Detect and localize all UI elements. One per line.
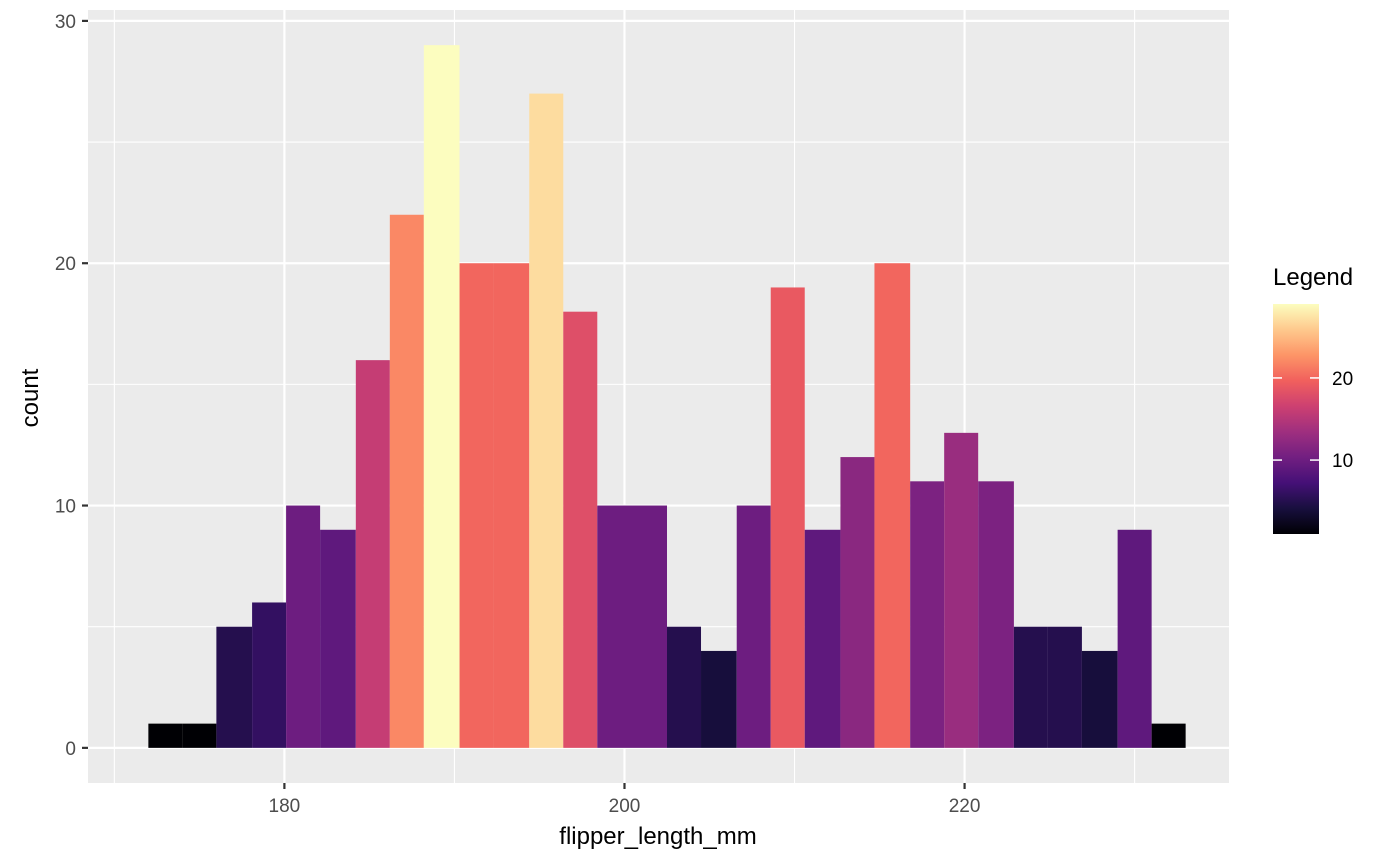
x-tick-label: 220 — [949, 796, 981, 817]
x-axis-title: flipper_length_mm — [559, 823, 756, 850]
y-tick-label: 20 — [55, 254, 76, 275]
y-tick-label: 30 — [55, 12, 76, 33]
y-tick-label: 10 — [55, 497, 76, 518]
histogram-bar — [182, 723, 217, 748]
histogram-bar — [1117, 529, 1152, 748]
bars — [148, 45, 1186, 748]
histogram-bar — [736, 505, 771, 748]
histogram-bar — [701, 650, 737, 748]
histogram-bar — [389, 214, 424, 748]
histogram-bar — [286, 505, 321, 748]
histogram-bar — [252, 602, 287, 748]
legend-label: 20 — [1332, 369, 1353, 390]
histogram-bar — [563, 311, 598, 748]
y-axis-title: count — [17, 368, 44, 427]
histogram-bar — [493, 263, 530, 748]
histogram-bar — [944, 432, 979, 748]
histogram-bar — [632, 505, 668, 748]
histogram-bar — [1013, 626, 1048, 748]
histogram-bar — [667, 626, 702, 748]
histogram-bar — [978, 481, 1014, 748]
histogram-bar — [1047, 626, 1082, 748]
histogram-bar — [840, 457, 875, 748]
histogram-bar — [910, 481, 945, 748]
histogram-bar — [597, 505, 633, 748]
y-tick-label: 0 — [65, 739, 76, 760]
legend: Legend 10 20 — [1273, 264, 1353, 534]
legend-ticks: 10 20 — [1273, 369, 1353, 472]
histogram-bar — [529, 93, 564, 748]
x-axis: 180 200 220 — [269, 783, 981, 817]
histogram-bar — [874, 263, 911, 748]
histogram-bar — [320, 529, 356, 748]
histogram-bar — [770, 287, 805, 748]
y-axis: 0 10 20 30 — [55, 12, 88, 760]
histogram-bar — [216, 626, 253, 748]
x-tick-label: 180 — [269, 796, 301, 817]
legend-colorbar — [1273, 304, 1319, 534]
legend-label: 10 — [1332, 451, 1353, 472]
histogram-bar — [148, 723, 183, 748]
histogram-bar — [1151, 723, 1186, 748]
histogram-bar — [1081, 650, 1118, 748]
histogram-bar — [423, 45, 460, 748]
histogram-bar — [459, 263, 494, 748]
histogram-bar — [355, 360, 390, 748]
legend-title: Legend — [1273, 264, 1353, 291]
histogram-bar — [804, 529, 841, 748]
x-tick-label: 200 — [609, 796, 641, 817]
